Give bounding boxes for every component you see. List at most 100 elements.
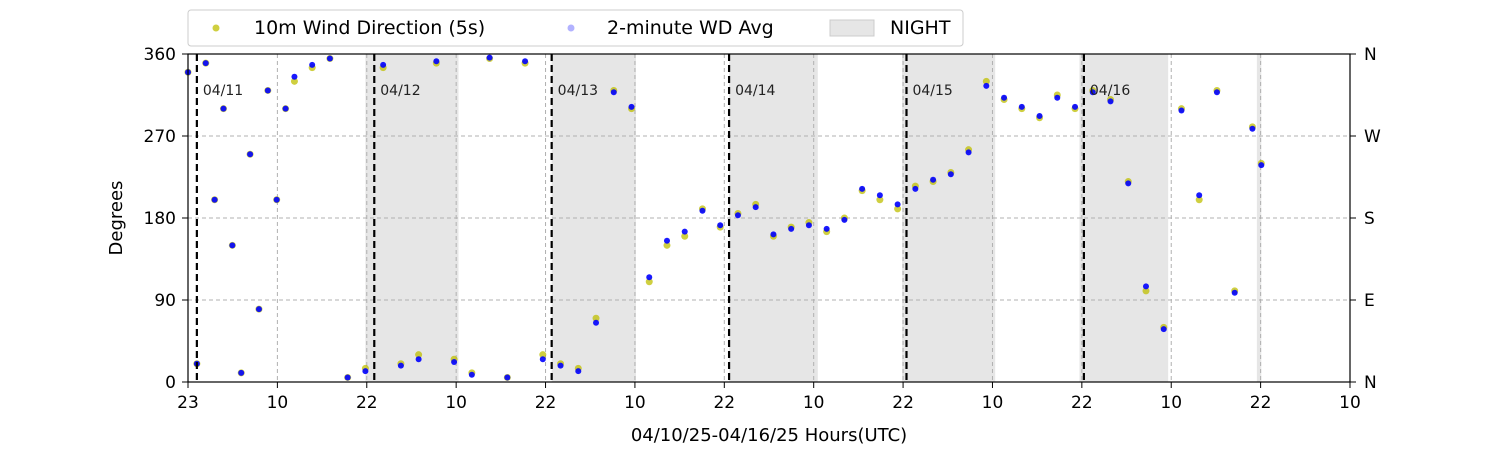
legend: 10m Wind Direction (5s) 2-minute WD Avg … [187,9,964,47]
data-point [557,362,564,369]
data-point [681,228,688,235]
day-label: 04/13 [558,83,598,99]
y-tick-right-label: S [1364,209,1375,229]
x-tick-label: 22 [713,393,735,413]
x-tick-label: 23 [177,393,199,413]
x-tick-label: 22 [356,393,378,413]
data-point [752,204,759,211]
y-tick-label: 180 [144,209,176,229]
x-tick-label: 10 [982,393,1004,413]
y-tick-label: 270 [144,127,176,147]
data-point [734,212,741,219]
x-tick-label: 10 [1339,393,1361,413]
legend-label-night: NIGHT [890,17,951,39]
data-point [805,222,812,229]
day-label: 04/12 [380,83,420,99]
x-tick-label: 22 [892,393,914,413]
night-band [551,54,636,382]
data-point [912,185,919,192]
day-labels: 04/11 04/12 04/13 04/14 04/15 04/16 [203,83,1130,99]
data-point [220,105,227,112]
data-point [592,314,600,322]
data-point [1142,283,1149,290]
data-point [663,237,670,244]
series-wd-avg [185,54,1265,381]
data-point [646,274,653,281]
data-point [247,151,254,158]
data-point [415,356,422,363]
data-point [610,89,617,96]
y-tick-label: 0 [165,373,176,393]
data-point [663,241,671,249]
y-tick-right-label: W [1364,127,1381,147]
data-point [1195,196,1203,204]
legend-frame [187,9,964,47]
data-point [380,61,387,68]
data-point [965,149,972,156]
x-tick-label: 10 [445,393,467,413]
data-point [1249,125,1256,132]
data-point [947,171,954,178]
data-point [770,231,777,238]
data-point [229,242,236,249]
x-tick-label: 22 [1071,393,1093,413]
data-point [1054,94,1061,101]
legend-label-wd-5s: 10m Wind Direction (5s) [254,17,485,39]
data-point [717,222,724,229]
data-point [894,205,902,213]
legend-marker-wd-avg [567,24,575,32]
data-point [326,55,333,62]
data-point [1178,107,1185,114]
x-axis-label: 04/10/25-04/16/25 Hours(UTC) [631,425,907,446]
x-tick-label: 10 [267,393,289,413]
data-point [1125,180,1132,187]
data-point [211,196,218,203]
data-point [1107,98,1114,105]
x-tick-label: 22 [1250,393,1272,413]
data-point [575,368,582,375]
x-tick-label: 10 [803,393,825,413]
data-point [397,362,404,369]
grid-lines [188,54,1350,382]
data-point [539,356,546,363]
data-point [1001,94,1008,101]
data-point [982,77,990,85]
data-point [273,196,280,203]
data-point [876,196,884,204]
data-point [593,319,600,326]
data-point [282,105,289,112]
data-point [468,371,475,378]
y-axis-label: Degrees [106,181,127,256]
data-point [255,306,262,313]
data-point [1196,192,1203,199]
data-point [645,278,653,286]
data-point [1160,326,1167,333]
data-point [238,369,245,376]
data-point [309,61,316,68]
x-axis: 23 10 22 10 22 10 22 10 22 10 22 10 22 10 [177,382,1361,413]
legend-label-wd-avg: 2-minute WD Avg [607,17,774,39]
data-point [1089,89,1096,96]
day-label: 04/15 [912,83,952,99]
data-point [894,201,901,208]
data-point [983,82,990,89]
data-point [291,73,298,80]
data-point [415,351,423,359]
data-point [290,77,298,85]
data-point [1213,89,1220,96]
y-tick-right-label: N [1364,45,1377,65]
day-label: 04/14 [735,83,775,99]
data-point [628,103,635,110]
day-label: 04/11 [203,83,243,99]
y-axis-left: 0 90 180 270 360 [144,45,188,393]
data-point [486,54,493,61]
data-point [859,185,866,192]
data-point [264,87,271,94]
data-point [1072,103,1079,110]
data-point [539,351,547,359]
data-point [1036,112,1043,119]
data-point [823,225,830,232]
data-point [202,60,209,67]
data-point [841,216,848,223]
